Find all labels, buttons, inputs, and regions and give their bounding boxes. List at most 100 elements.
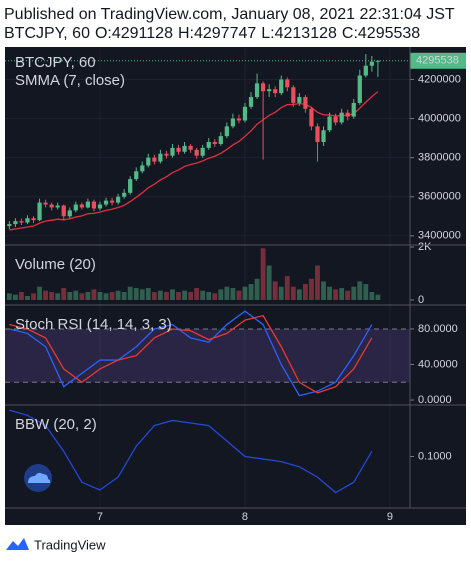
candle-body [279, 79, 284, 94]
volume-bar [230, 288, 236, 300]
candle-body [194, 149, 199, 156]
volume-bar [133, 288, 139, 300]
last-price-box [410, 52, 466, 69]
volume-bar [218, 289, 224, 300]
volume-bar [37, 286, 42, 300]
candle-body [260, 83, 266, 92]
footer-logo: TradingView [6, 537, 106, 552]
indicator-line [9, 409, 373, 494]
volume-bar [278, 286, 284, 300]
volume-bar [79, 293, 85, 300]
volume-bar [157, 290, 163, 300]
indicator-line [9, 310, 373, 397]
volume-bar [327, 286, 332, 300]
volume-bar [109, 292, 115, 300]
volume-bar [302, 284, 308, 300]
candle-body [351, 102, 356, 117]
candle-body [158, 153, 163, 162]
volume-bar [6, 293, 12, 300]
volume-bar [284, 276, 290, 300]
pane-title: Stoch RSI (14, 14, 3, 3) [15, 316, 172, 333]
candle-body [31, 218, 36, 221]
volume-bar [25, 295, 30, 300]
legend-entry: SMMA (7, close) [15, 72, 125, 89]
y-tick-label: 3400000 [418, 230, 461, 242]
candle-body [212, 141, 217, 144]
candle-body [43, 202, 48, 205]
volume-bar [369, 292, 375, 300]
volume-bar [254, 278, 260, 300]
volume-bar [351, 286, 357, 300]
volume-bar [315, 265, 320, 300]
candle-body [176, 147, 181, 152]
ohlc-label: C: [342, 25, 358, 42]
volume-bar [333, 289, 339, 300]
indicator-line [9, 91, 379, 231]
symbol: BTCJPY, 60 [4, 25, 90, 42]
logo-mark [6, 538, 29, 550]
ohlc-value: 4291128 [112, 25, 173, 42]
watermark [24, 464, 52, 492]
candle-body [37, 202, 42, 221]
volume-bar [73, 290, 79, 300]
volume-bar [309, 278, 314, 300]
candle-body [146, 157, 151, 166]
candle-body [218, 136, 223, 144]
footer-brand: TradingView [34, 537, 106, 552]
candle-body [7, 224, 12, 227]
y-tick-label: 3800000 [418, 152, 461, 164]
volume-bar [67, 292, 73, 300]
volume-bar [339, 288, 345, 300]
y-tick-label: 40.0000 [418, 358, 458, 370]
ohlc-label: L: [261, 25, 274, 42]
candle-body [140, 165, 145, 172]
x-tick-label: 9 [387, 511, 393, 523]
volume-bar [19, 292, 24, 300]
candle-body [303, 97, 308, 109]
volume-bar [194, 288, 200, 300]
candle-body [321, 130, 326, 142]
volume-bar [170, 289, 175, 300]
candle-body [357, 75, 362, 103]
candle-body [91, 201, 97, 209]
candle-body [254, 83, 260, 98]
pane-title: BTCJPY, 60 [15, 54, 96, 71]
volume-bar [260, 248, 266, 300]
chart-layers: 7 8 9 3400000 3600000 3800000 4000000 4200000 42… [5, 47, 466, 523]
candle-body [19, 221, 24, 223]
candle-body [115, 196, 121, 203]
y-tick-label: 4200000 [418, 73, 461, 85]
volume-bar [115, 290, 121, 300]
candle-body [309, 108, 314, 127]
volume-bar [236, 290, 242, 300]
candle-body [363, 65, 368, 76]
candle-body [297, 97, 302, 103]
pane-title: Volume (20) [15, 256, 96, 273]
candle-body [109, 200, 115, 203]
volume-bar [139, 289, 145, 300]
y-tick-label: 80.0000 [418, 323, 458, 335]
candle-body [345, 112, 350, 117]
candle-body [85, 201, 91, 208]
x-tick-label: 7 [97, 511, 103, 523]
volume-bar [12, 294, 18, 300]
candle-body [103, 200, 109, 205]
volume-bar [290, 286, 296, 300]
candle-body [152, 157, 157, 162]
candle-body [267, 89, 272, 92]
x-tick-label: 8 [242, 511, 248, 523]
candle-body [188, 145, 193, 150]
candle-body [327, 116, 332, 131]
volume-bar [206, 292, 212, 300]
volume-bar [61, 288, 67, 300]
volume-bar [242, 286, 248, 300]
y-tick-label: 0 [418, 294, 424, 306]
candle-body [170, 147, 175, 156]
volume-bar [127, 286, 133, 300]
band-fill [5, 328, 410, 383]
volume-bar [91, 289, 97, 300]
indicator-line [9, 314, 373, 394]
volume-bar [248, 284, 254, 300]
